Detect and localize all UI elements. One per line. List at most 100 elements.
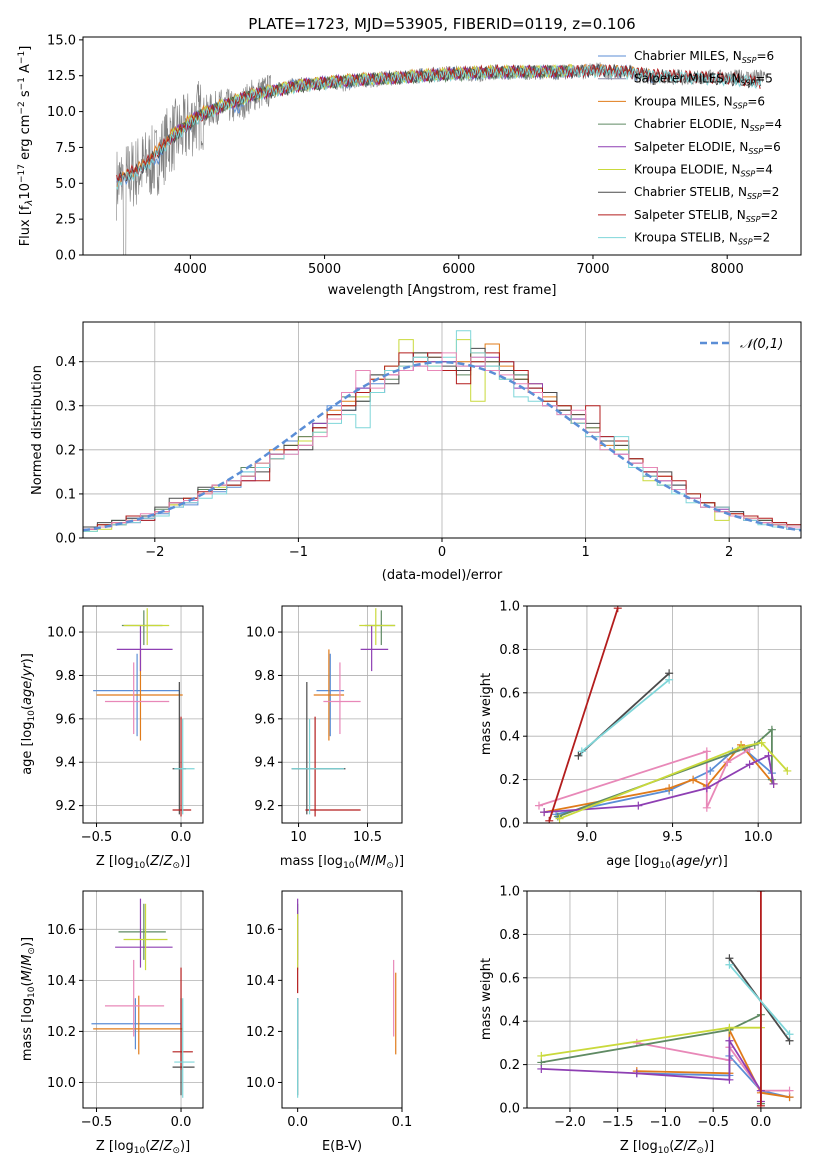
y-tick-label: 0.2 [55,443,76,458]
weight-line [728,964,791,1035]
weight-marker [737,743,746,752]
x-tick-label: 5000 [308,262,341,277]
weight-marker [632,1069,641,1078]
weight-marker [534,801,543,810]
y-tick-label: 0.6 [499,971,520,986]
y-tick-label: 10.6 [246,923,275,938]
y-tick-label: 7.5 [55,141,76,156]
x-tick-label: 0.0 [171,1115,192,1130]
weight-line [544,754,775,813]
x-tick-label: 10 [290,830,307,845]
x-tick-label: −1.5 [602,1115,634,1130]
weight-marker [702,784,711,793]
legend-label: Kroupa ELODIE, NSSP=4 [634,163,773,179]
x-tick-label: −1 [289,545,308,560]
weight-marker [764,751,773,760]
x-tick-label: 0.1 [392,1115,413,1130]
weight-marker [785,1030,794,1039]
weight-marker [702,747,711,756]
weight-vs-metallicity-panel: −2.0 −1.5 −1.0 −0.5 0.0 0.0 0.2 0.4 0.6 0.8 1.0 Z … [479,885,802,1156]
mass-vs-ebv-plot-area [297,898,397,1098]
weight-marker [537,1064,546,1073]
weight-marker [725,960,734,969]
y-tick-label: 0.3 [55,399,76,414]
age-vs-metallicity-ylabel: age [log10(age/yr)] [20,653,37,775]
x-tick-label: −0.5 [81,1115,113,1130]
weight-marker [555,814,564,823]
y-tick-label: 9.2 [254,799,275,814]
x-tick-label: −1.0 [650,1115,682,1130]
y-tick-label: 9.6 [254,712,275,727]
x-tick-label: 2 [725,545,733,560]
age-vs-metallicity-plot-area [83,606,203,823]
x-tick-label: 0.0 [171,830,192,845]
weight-vs-age-xlabel: age [log10(age/yr)] [606,854,728,871]
residual-plot-area [83,322,801,538]
x-tick-label: −2.0 [554,1115,586,1130]
age-vs-mass-panel: 10 10.5 9.2 9.4 9.6 9.8 10.0 mass [log10(M/M⊙)… [246,605,404,871]
weight-marker [757,738,766,747]
spectrum-plot-area [116,62,768,255]
y-tick-label: 10.0 [47,626,76,641]
weight-line [559,741,788,820]
y-tick-label: 9.4 [254,756,275,771]
y-tick-label: 0.2 [499,1058,520,1073]
x-tick-label: 10.5 [353,830,382,845]
x-tick-label: 6000 [442,262,475,277]
age-vs-mass-plot-area [282,606,402,823]
mass-vs-metallicity-ticks: −0.5 0.0 10.0 10.2 10.4 10.6 [47,923,191,1130]
y-tick-label: 0.8 [499,643,520,658]
legend-label: Kroupa MILES, NSSP=6 [634,94,765,110]
y-tick-label: 2.5 [55,213,76,228]
x-tick-label: 4000 [174,262,207,277]
weight-marker [540,808,549,817]
weight-vs-metallicity-xlabel: Z [log10(Z/Z⊙)] [620,1139,714,1156]
weight-marker [545,816,554,823]
weight-line [548,607,619,822]
y-tick-label: 9.8 [254,669,275,684]
mass-vs-metallicity-ylabel: mass [log10(M/M⊙)] [20,937,37,1061]
y-tick-label: 10.2 [47,1025,76,1040]
legend-label: Salpeter MILES, NSSP=5 [634,72,773,88]
y-tick-label: 0.1 [55,487,76,502]
mass-vs-metallicity-plot-area [83,891,203,1108]
figure-title: PLATE=1723, MJD=53905, FIBERID=0119, z=0… [248,15,635,33]
mass-vs-ebv-ticks: 0.0 0.1 10.0 10.2 10.4 10.6 [246,923,412,1130]
residual-legend: 𝒩(0,1) [700,337,783,352]
y-tick-label: 0.2 [499,773,520,788]
age-vs-mass-xlabel: mass [log10(M/M⊙)] [280,854,404,871]
spectrum-model-line [116,64,762,191]
residual-panel: −2 −1 0 1 2 0.0 0.1 0.2 0.3 0.4 (data-model)/erro… [30,321,802,583]
weight-marker [665,784,674,793]
y-tick-label: 1.0 [499,600,520,615]
weight-marker [767,725,776,734]
weight-marker [577,747,586,756]
age-vs-metallicity-xlabel: Z [log10(Z/Z⊙)] [96,854,190,871]
y-tick-label: 12.5 [47,69,76,84]
x-tick-label: 1 [581,545,589,560]
weight-vs-metallicity-ticks: −2.0 −1.5 −1.0 −0.5 0.0 0.0 0.2 0.4 0.6 0.8 1.0 [499,885,771,1131]
weight-marker [537,1051,546,1060]
y-tick-label: 0.4 [499,1015,520,1030]
y-tick-label: 0.0 [55,249,76,264]
age-vs-metallicity-ticks: −0.5 0.0 9.2 9.4 9.6 9.8 10.0 [47,626,191,845]
x-tick-label: 9.5 [662,830,683,845]
y-tick-label: 5.0 [55,177,76,192]
y-tick-label: 9.2 [55,799,76,814]
weight-marker [723,758,732,767]
weight-marker [613,606,622,613]
weight-vs-age-panel: 9.0 9.5 10.0 0.0 0.2 0.4 0.6 0.8 1.0 age [log10(… [479,600,802,871]
weight-marker [665,675,674,684]
y-tick-label: 10.0 [246,626,275,641]
legend-label: Chabrier MILES, NSSP=6 [634,49,774,65]
weight-marker [574,751,583,760]
y-tick-label: 0.4 [499,730,520,745]
weight-marker [702,803,711,812]
y-tick-label: 9.4 [55,756,76,771]
weight-vs-age-ylabel: mass weight [479,673,494,755]
normal-legend-label: 𝒩(0,1) [740,337,783,352]
y-tick-label: 9.6 [55,712,76,727]
y-tick-label: 1.0 [499,885,520,900]
mass-vs-ebv-panel: 0.0 0.1 10.0 10.2 10.4 10.6 E(B-V) [246,890,412,1154]
